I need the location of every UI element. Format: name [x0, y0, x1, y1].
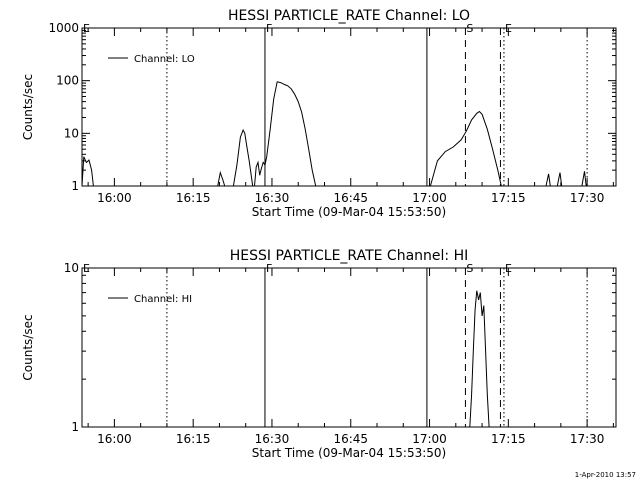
flag-annotation: E — [505, 262, 512, 275]
chart-title: HESSI PARTICLE_RATE Channel: LO — [228, 8, 470, 24]
plot-frame — [81, 27, 617, 187]
panel-1: HESSI PARTICLE_RATE Channel: LO 1 10 100 100… — [21, 8, 617, 219]
y-tick-label: 1 — [71, 179, 79, 193]
legend-entry: Channel: LO — [134, 54, 195, 65]
flag-annotation: E — [505, 22, 512, 35]
x-axis-label: Start Time (09-Mar-04 15:53:50) — [252, 446, 446, 460]
x-tick-label: 16:15 — [176, 191, 211, 205]
x-tick-label: 16:15 — [176, 432, 211, 446]
legend-entry: Channel: HI — [134, 294, 192, 305]
x-tick-label: 17:15 — [491, 432, 526, 446]
y-axis-label: Counts/sec — [21, 314, 35, 380]
plot-frame — [81, 267, 617, 428]
x-tick-label: 17:00 — [412, 191, 447, 205]
x-tick-label: 16:45 — [333, 432, 368, 446]
x-tick-label: 17:30 — [570, 191, 605, 205]
x-tick-label: 16:00 — [97, 432, 132, 446]
flag-annotation: F — [266, 262, 272, 275]
y-tick-label: 1 — [71, 420, 79, 434]
series-line-segment — [581, 171, 587, 187]
series-line-segment — [556, 172, 563, 187]
flag-annotation: E — [83, 262, 90, 275]
x-axis-label: Start Time (09-Mar-04 15:53:50) — [252, 205, 446, 219]
series-line-segment — [232, 128, 254, 187]
flag-annotation: F — [266, 22, 272, 35]
x-tick-label: 16:45 — [333, 191, 368, 205]
footer-timestamp: 1-Apr-2010 13:57 — [575, 471, 636, 479]
x-tick-label: 17:15 — [491, 191, 526, 205]
series-line-segment — [266, 81, 317, 187]
x-tick-label: 16:30 — [255, 191, 290, 205]
x-tick-label: 16:00 — [97, 191, 132, 205]
series-line-segment — [545, 173, 551, 187]
series-line-segment — [429, 110, 502, 187]
series-line-segment — [81, 156, 94, 187]
flag-annotation: S — [466, 22, 473, 35]
y-tick-label: 10 — [64, 261, 79, 275]
x-tick-label: 17:00 — [412, 432, 447, 446]
panel-2: HESSI PARTICLE_RATE Channel: HI 1 10 Counts… — [21, 248, 617, 460]
y-tick-label: 100 — [56, 74, 79, 88]
y-axis-label: Counts/sec — [21, 74, 35, 140]
flag-annotation: E — [83, 22, 90, 35]
series-line-segment — [254, 156, 268, 187]
x-tick-label: 16:30 — [255, 432, 290, 446]
chart-title: HESSI PARTICLE_RATE Channel: HI — [230, 248, 468, 264]
y-tick-label: 10 — [64, 126, 79, 140]
x-tick-label: 17:30 — [570, 432, 605, 446]
series-line-segment — [217, 170, 226, 187]
flag-annotation: S — [466, 262, 473, 275]
series-line-segment — [469, 290, 490, 428]
y-tick-label: 1000 — [48, 21, 79, 35]
